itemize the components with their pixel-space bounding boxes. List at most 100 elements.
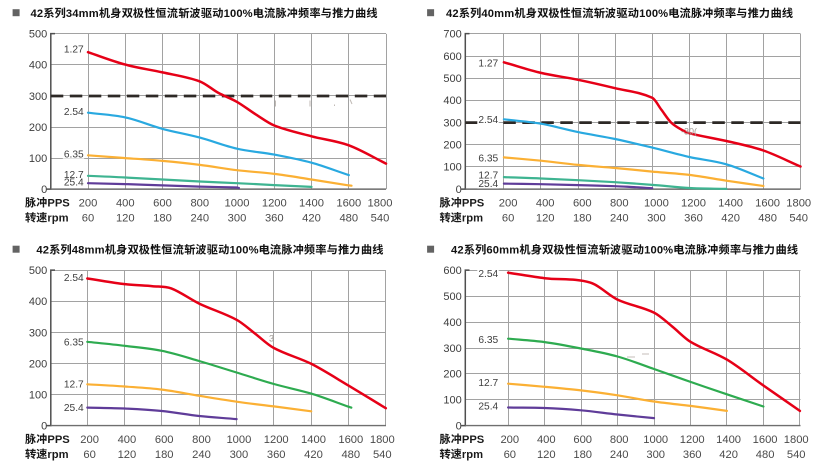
svg-text:200: 200: [29, 358, 47, 370]
svg-text:360: 360: [684, 213, 703, 225]
svg-text:300: 300: [29, 91, 47, 103]
svg-text:300: 300: [443, 117, 461, 129]
svg-text:60: 60: [504, 449, 516, 461]
svg-text:1200: 1200: [681, 198, 706, 210]
svg-text:1200: 1200: [680, 434, 705, 446]
svg-text:500: 500: [29, 29, 47, 41]
svg-text:120: 120: [118, 449, 137, 461]
svg-text:540: 540: [787, 449, 806, 461]
svg-text:1600: 1600: [336, 198, 361, 210]
svg-text:脉冲PPS: 脉冲PPS: [440, 197, 485, 210]
svg-text:1400: 1400: [716, 434, 741, 446]
svg-text:1000: 1000: [226, 434, 251, 446]
svg-text:300: 300: [646, 449, 665, 461]
svg-text:400: 400: [443, 317, 461, 329]
svg-text:0: 0: [41, 420, 47, 432]
svg-text:180: 180: [153, 213, 172, 225]
svg-text:400: 400: [536, 198, 555, 210]
svg-text:180: 180: [573, 213, 592, 225]
svg-text:25.4: 25.4: [64, 403, 84, 414]
svg-text:700: 700: [443, 29, 461, 41]
svg-text:240: 240: [610, 449, 629, 461]
svg-text:360: 360: [265, 213, 284, 225]
svg-text:420: 420: [719, 449, 738, 461]
svg-text:300: 300: [443, 343, 461, 355]
svg-text:800: 800: [190, 198, 209, 210]
svg-text:420: 420: [721, 213, 740, 225]
svg-text:540: 540: [789, 213, 808, 225]
svg-text:1200: 1200: [264, 434, 289, 446]
svg-text:200: 200: [499, 198, 518, 210]
svg-text:1400: 1400: [299, 198, 324, 210]
svg-text:-30(: -30(: [681, 127, 697, 137]
svg-text:1.27: 1.27: [478, 58, 498, 69]
svg-text:1000: 1000: [643, 434, 668, 446]
svg-text:600: 600: [573, 198, 592, 210]
svg-text:500: 500: [443, 291, 461, 303]
svg-text:1800: 1800: [370, 434, 395, 446]
svg-text:480: 480: [758, 213, 777, 225]
svg-text:600: 600: [155, 434, 174, 446]
svg-text:6.35: 6.35: [64, 338, 84, 349]
svg-text:240: 240: [610, 213, 629, 225]
svg-text:25.4: 25.4: [64, 178, 84, 189]
svg-text:1400: 1400: [301, 434, 326, 446]
svg-text:6.35: 6.35: [478, 154, 498, 165]
svg-text:360: 360: [267, 449, 286, 461]
svg-text:6.35: 6.35: [64, 150, 84, 161]
svg-text:100: 100: [29, 389, 47, 401]
svg-text:600: 600: [153, 198, 172, 210]
svg-text:400: 400: [116, 198, 135, 210]
svg-text:180: 180: [155, 449, 174, 461]
svg-text:800: 800: [610, 198, 629, 210]
svg-text:200: 200: [443, 369, 461, 381]
svg-text:25.4: 25.4: [478, 179, 498, 190]
svg-text:42系列60mm机身双极性恒流斩波驱动100%电流脉冲频率与: 42系列60mm机身双极性恒流斩波驱动100%电流脉冲频率与推力曲线: [451, 243, 799, 256]
svg-text:100: 100: [443, 395, 461, 407]
svg-text:6.35: 6.35: [478, 335, 498, 346]
svg-text:60: 60: [82, 213, 94, 225]
svg-text:60: 60: [502, 213, 514, 225]
svg-text:400: 400: [29, 60, 47, 72]
svg-text:600: 600: [443, 265, 461, 277]
svg-text:2.54: 2.54: [64, 107, 84, 118]
svg-text:1600: 1600: [338, 434, 363, 446]
svg-text:1.27: 1.27: [64, 45, 84, 56]
svg-text:1200: 1200: [262, 198, 287, 210]
svg-text:200: 200: [500, 434, 519, 446]
svg-text:0: 0: [456, 420, 462, 432]
svg-text:300: 300: [228, 213, 247, 225]
svg-text:100: 100: [443, 162, 461, 174]
svg-text:200: 200: [443, 140, 461, 152]
svg-text:0: 0: [456, 184, 462, 196]
svg-text:转速rpm: 转速rpm: [440, 448, 484, 461]
svg-text:1600: 1600: [753, 434, 778, 446]
svg-text:400: 400: [118, 434, 137, 446]
svg-text:600: 600: [573, 434, 592, 446]
svg-text:1000: 1000: [644, 198, 669, 210]
svg-text:240: 240: [192, 449, 211, 461]
svg-text:500: 500: [443, 73, 461, 85]
svg-text:420: 420: [302, 213, 321, 225]
svg-text:转速rpm: 转速rpm: [25, 212, 69, 225]
svg-text:转速rpm: 转速rpm: [25, 448, 69, 461]
svg-text:60: 60: [83, 449, 95, 461]
svg-text:480: 480: [341, 449, 360, 461]
svg-text:12.7: 12.7: [478, 378, 498, 389]
svg-text:脉冲PPS: 脉冲PPS: [25, 197, 70, 210]
svg-text:200: 200: [79, 198, 98, 210]
svg-text:800: 800: [192, 434, 211, 446]
svg-text:12.7: 12.7: [64, 380, 84, 391]
svg-text:300: 300: [29, 327, 47, 339]
svg-text:2.54: 2.54: [478, 115, 498, 126]
svg-text:1800: 1800: [784, 434, 809, 446]
svg-text:300: 300: [230, 449, 249, 461]
svg-text:600: 600: [443, 51, 461, 63]
svg-text:480: 480: [339, 213, 358, 225]
svg-text:转速rpm: 转速rpm: [440, 212, 484, 225]
svg-text:25.4: 25.4: [478, 402, 498, 413]
svg-text:脉冲PPS: 脉冲PPS: [440, 433, 485, 446]
svg-text:500: 500: [29, 265, 47, 277]
svg-text:540: 540: [371, 213, 390, 225]
svg-text:200: 200: [80, 434, 99, 446]
